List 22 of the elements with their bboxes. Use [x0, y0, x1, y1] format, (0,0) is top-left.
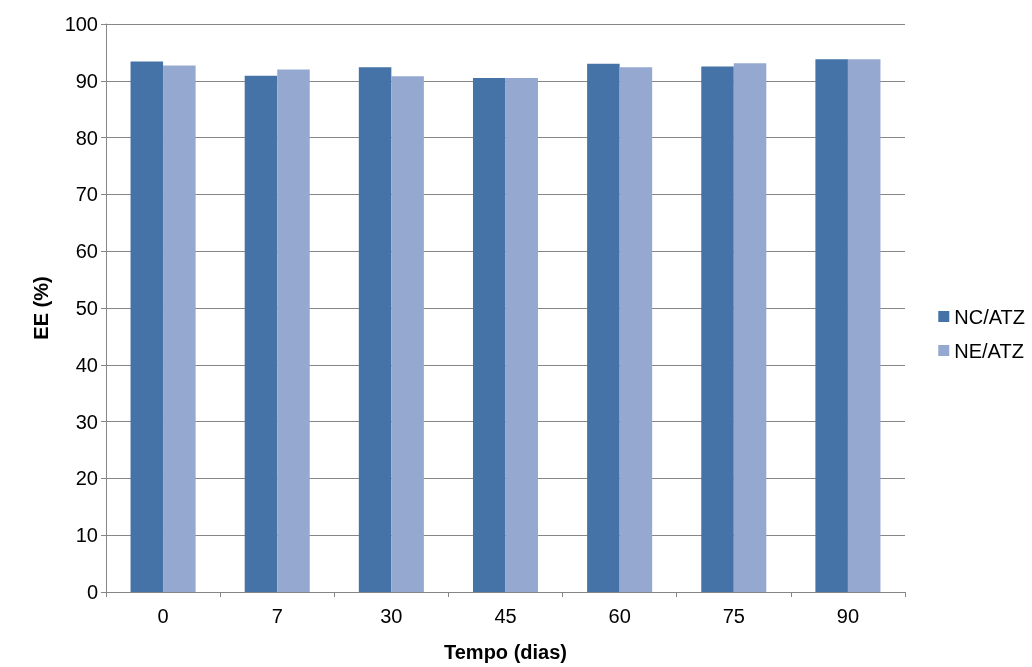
y-tick-label: 20	[75, 467, 98, 490]
y-tick-label: 30	[75, 410, 98, 433]
y-tick-label: 50	[75, 297, 98, 319]
y-tick-label: 80	[75, 126, 98, 149]
x-tick-label: 45	[494, 605, 517, 627]
y-tick-label: 0	[86, 581, 98, 603]
x-tick-label: 75	[722, 605, 745, 627]
legend-label: NC/ATZ	[954, 305, 1025, 328]
x-tick-label: 90	[836, 605, 860, 627]
x-tick-label: 0	[157, 605, 169, 627]
y-tick-label: 100	[64, 13, 98, 35]
x-tick-label: 7	[271, 605, 283, 627]
legend-label: NE/ATZ	[954, 339, 1024, 362]
y-tick-label: 70	[75, 183, 98, 206]
y-tick-label: 40	[75, 353, 98, 376]
y-tick-label: 90	[75, 69, 98, 92]
x-tick-label: 60	[608, 605, 631, 627]
y-tick-label: 60	[75, 240, 98, 263]
y-tick-label: 10	[75, 524, 98, 547]
x-axis-title: Tempo (dias)	[444, 641, 567, 663]
y-axis-title: EE (%)	[30, 276, 52, 340]
x-tick-label: 30	[380, 605, 403, 627]
